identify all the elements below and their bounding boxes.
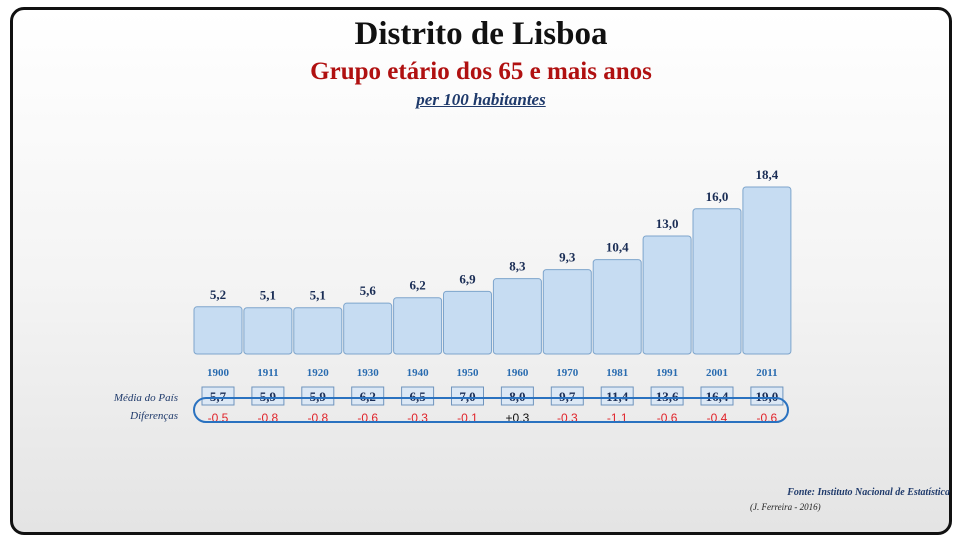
national-value-1940: 6,5 xyxy=(409,389,426,404)
value-label-2011: 18,4 xyxy=(756,167,779,182)
bar-1900 xyxy=(193,306,243,355)
source-note: Fonte: Instituto Nacional de Estatística xyxy=(787,487,950,498)
year-label-1991: 1991 xyxy=(656,367,678,379)
national-box-1960 xyxy=(500,386,534,406)
value-label-2001: 16,0 xyxy=(706,189,729,204)
value-label-1960: 8,3 xyxy=(509,259,526,274)
national-average-label: Média do País xyxy=(113,392,178,404)
year-label-1920: 1920 xyxy=(307,367,330,379)
value-label-1970: 9,3 xyxy=(559,250,576,265)
bar-1940 xyxy=(393,297,443,355)
year-label-1900: 1900 xyxy=(207,367,230,379)
year-label-1911: 1911 xyxy=(257,367,278,379)
value-label-1920: 5,1 xyxy=(310,288,326,303)
value-label-1950: 6,9 xyxy=(459,271,476,286)
national-value-1920: 5,9 xyxy=(310,389,327,404)
year-label-1970: 1970 xyxy=(556,367,579,379)
national-value-1950: 7,0 xyxy=(459,389,475,404)
national-value-1900: 5,7 xyxy=(210,389,227,404)
bar-1991 xyxy=(642,235,692,355)
national-box-1940 xyxy=(401,386,435,406)
value-label-1991: 13,0 xyxy=(656,216,679,231)
differences-label: Diferenças xyxy=(130,410,178,422)
value-label-1911: 5,1 xyxy=(260,288,276,303)
chart-unit: per 100 habitantes xyxy=(416,90,546,109)
year-label-1981: 1981 xyxy=(606,367,628,379)
national-value-1960: 8,0 xyxy=(509,389,525,404)
national-box-2001 xyxy=(700,386,734,406)
bar-1930 xyxy=(343,302,393,355)
value-label-1900: 5,2 xyxy=(210,287,226,302)
national-box-1900 xyxy=(201,386,235,406)
year-label-1960: 1960 xyxy=(506,367,529,379)
national-value-1991: 13,6 xyxy=(656,389,679,404)
national-box-2011 xyxy=(750,386,784,406)
bar-1950 xyxy=(443,290,492,355)
author-note: (J. Ferreira - 2016) xyxy=(750,502,821,512)
year-label-2001: 2001 xyxy=(706,367,728,379)
chart-title: Distrito de Lisboa xyxy=(354,16,608,52)
national-value-1970: 9,7 xyxy=(559,389,576,404)
bar-1970 xyxy=(542,269,592,355)
national-box-1930 xyxy=(351,386,385,406)
bar-2011 xyxy=(742,186,792,355)
chart-subtitle: Grupo etário dos 65 e mais anos xyxy=(310,58,652,85)
year-label-1950: 1950 xyxy=(457,367,480,379)
bar-1960 xyxy=(492,278,542,355)
national-value-2011: 19,0 xyxy=(756,389,779,404)
bar-1911 xyxy=(243,307,293,355)
value-label-1981: 10,4 xyxy=(606,240,629,255)
chart-frame: Distrito de Lisboa Grupo etário dos 65 e… xyxy=(10,7,952,535)
national-box-1970 xyxy=(550,386,584,406)
bar-1981 xyxy=(592,259,642,355)
national-box-1950 xyxy=(451,386,484,406)
year-label-2011: 2011 xyxy=(756,367,777,379)
national-box-1920 xyxy=(301,386,335,406)
national-value-1981: 11,4 xyxy=(606,389,629,404)
bar-2001 xyxy=(692,208,742,355)
national-value-2001: 16,4 xyxy=(706,389,729,404)
national-value-1911: 5,9 xyxy=(260,389,277,404)
national-box-1981 xyxy=(600,386,634,406)
national-value-1930: 6,2 xyxy=(360,389,376,404)
bar-1920 xyxy=(293,307,343,355)
year-label-1930: 1930 xyxy=(357,367,380,379)
national-box-1911 xyxy=(251,386,285,406)
national-box-1991 xyxy=(650,386,684,406)
year-label-1940: 1940 xyxy=(407,367,430,379)
differences-highlight xyxy=(193,397,789,423)
value-label-1940: 6,2 xyxy=(409,278,425,293)
value-label-1930: 5,6 xyxy=(360,283,377,298)
